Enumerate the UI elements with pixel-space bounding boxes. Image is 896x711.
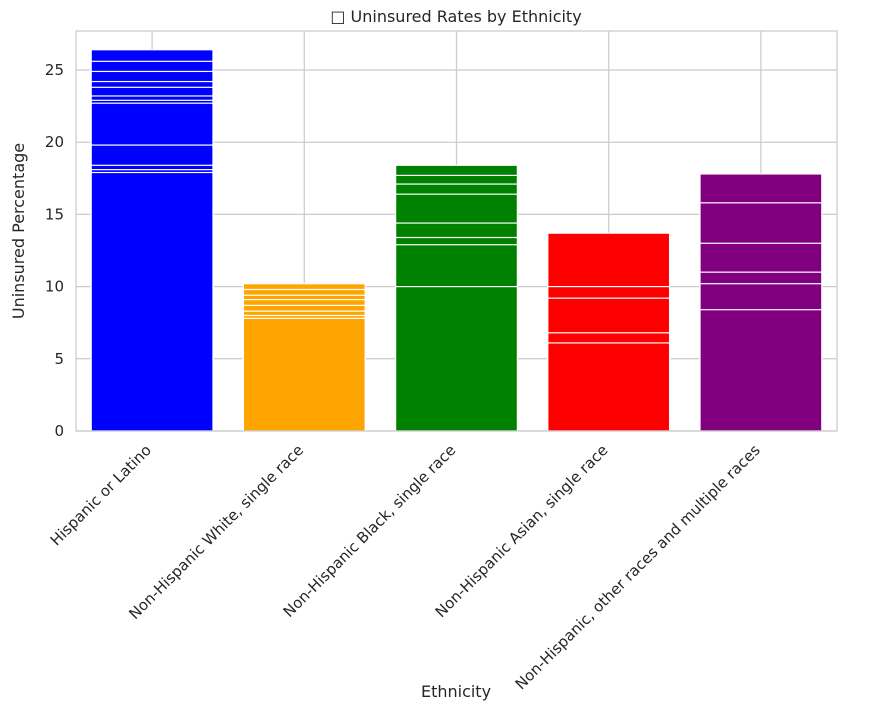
x-tick-label: Non-Hispanic Black, single race	[280, 441, 460, 621]
y-tick-label: 0	[54, 422, 64, 440]
bar	[395, 285, 518, 432]
x-tick-label: Non-Hispanic, other races and multiple r…	[512, 441, 764, 693]
x-tick-label: Non-Hispanic Asian, single race	[432, 441, 612, 621]
bars	[90, 49, 823, 432]
y-ticks: 0 5 10 15 20 25	[45, 61, 64, 440]
bar	[242, 317, 366, 432]
y-tick-label: 5	[54, 350, 64, 368]
y-tick-label: 15	[45, 205, 64, 223]
y-tick-label: 10	[45, 278, 64, 296]
y-tick-label: 20	[45, 133, 64, 151]
x-tick-label: Non-Hispanic White, single race	[125, 441, 307, 623]
bar	[547, 342, 671, 432]
y-tick-label: 25	[45, 61, 64, 79]
bar	[699, 309, 823, 432]
chart-title: □ Uninsured Rates by Ethnicity	[330, 7, 581, 26]
x-axis-label: Ethnicity	[421, 682, 491, 701]
bar	[90, 171, 214, 432]
y-axis-label: Uninsured Percentage	[9, 143, 28, 319]
plot-frame	[75, 30, 838, 432]
x-tick-label: Hispanic or Latino	[47, 441, 155, 549]
